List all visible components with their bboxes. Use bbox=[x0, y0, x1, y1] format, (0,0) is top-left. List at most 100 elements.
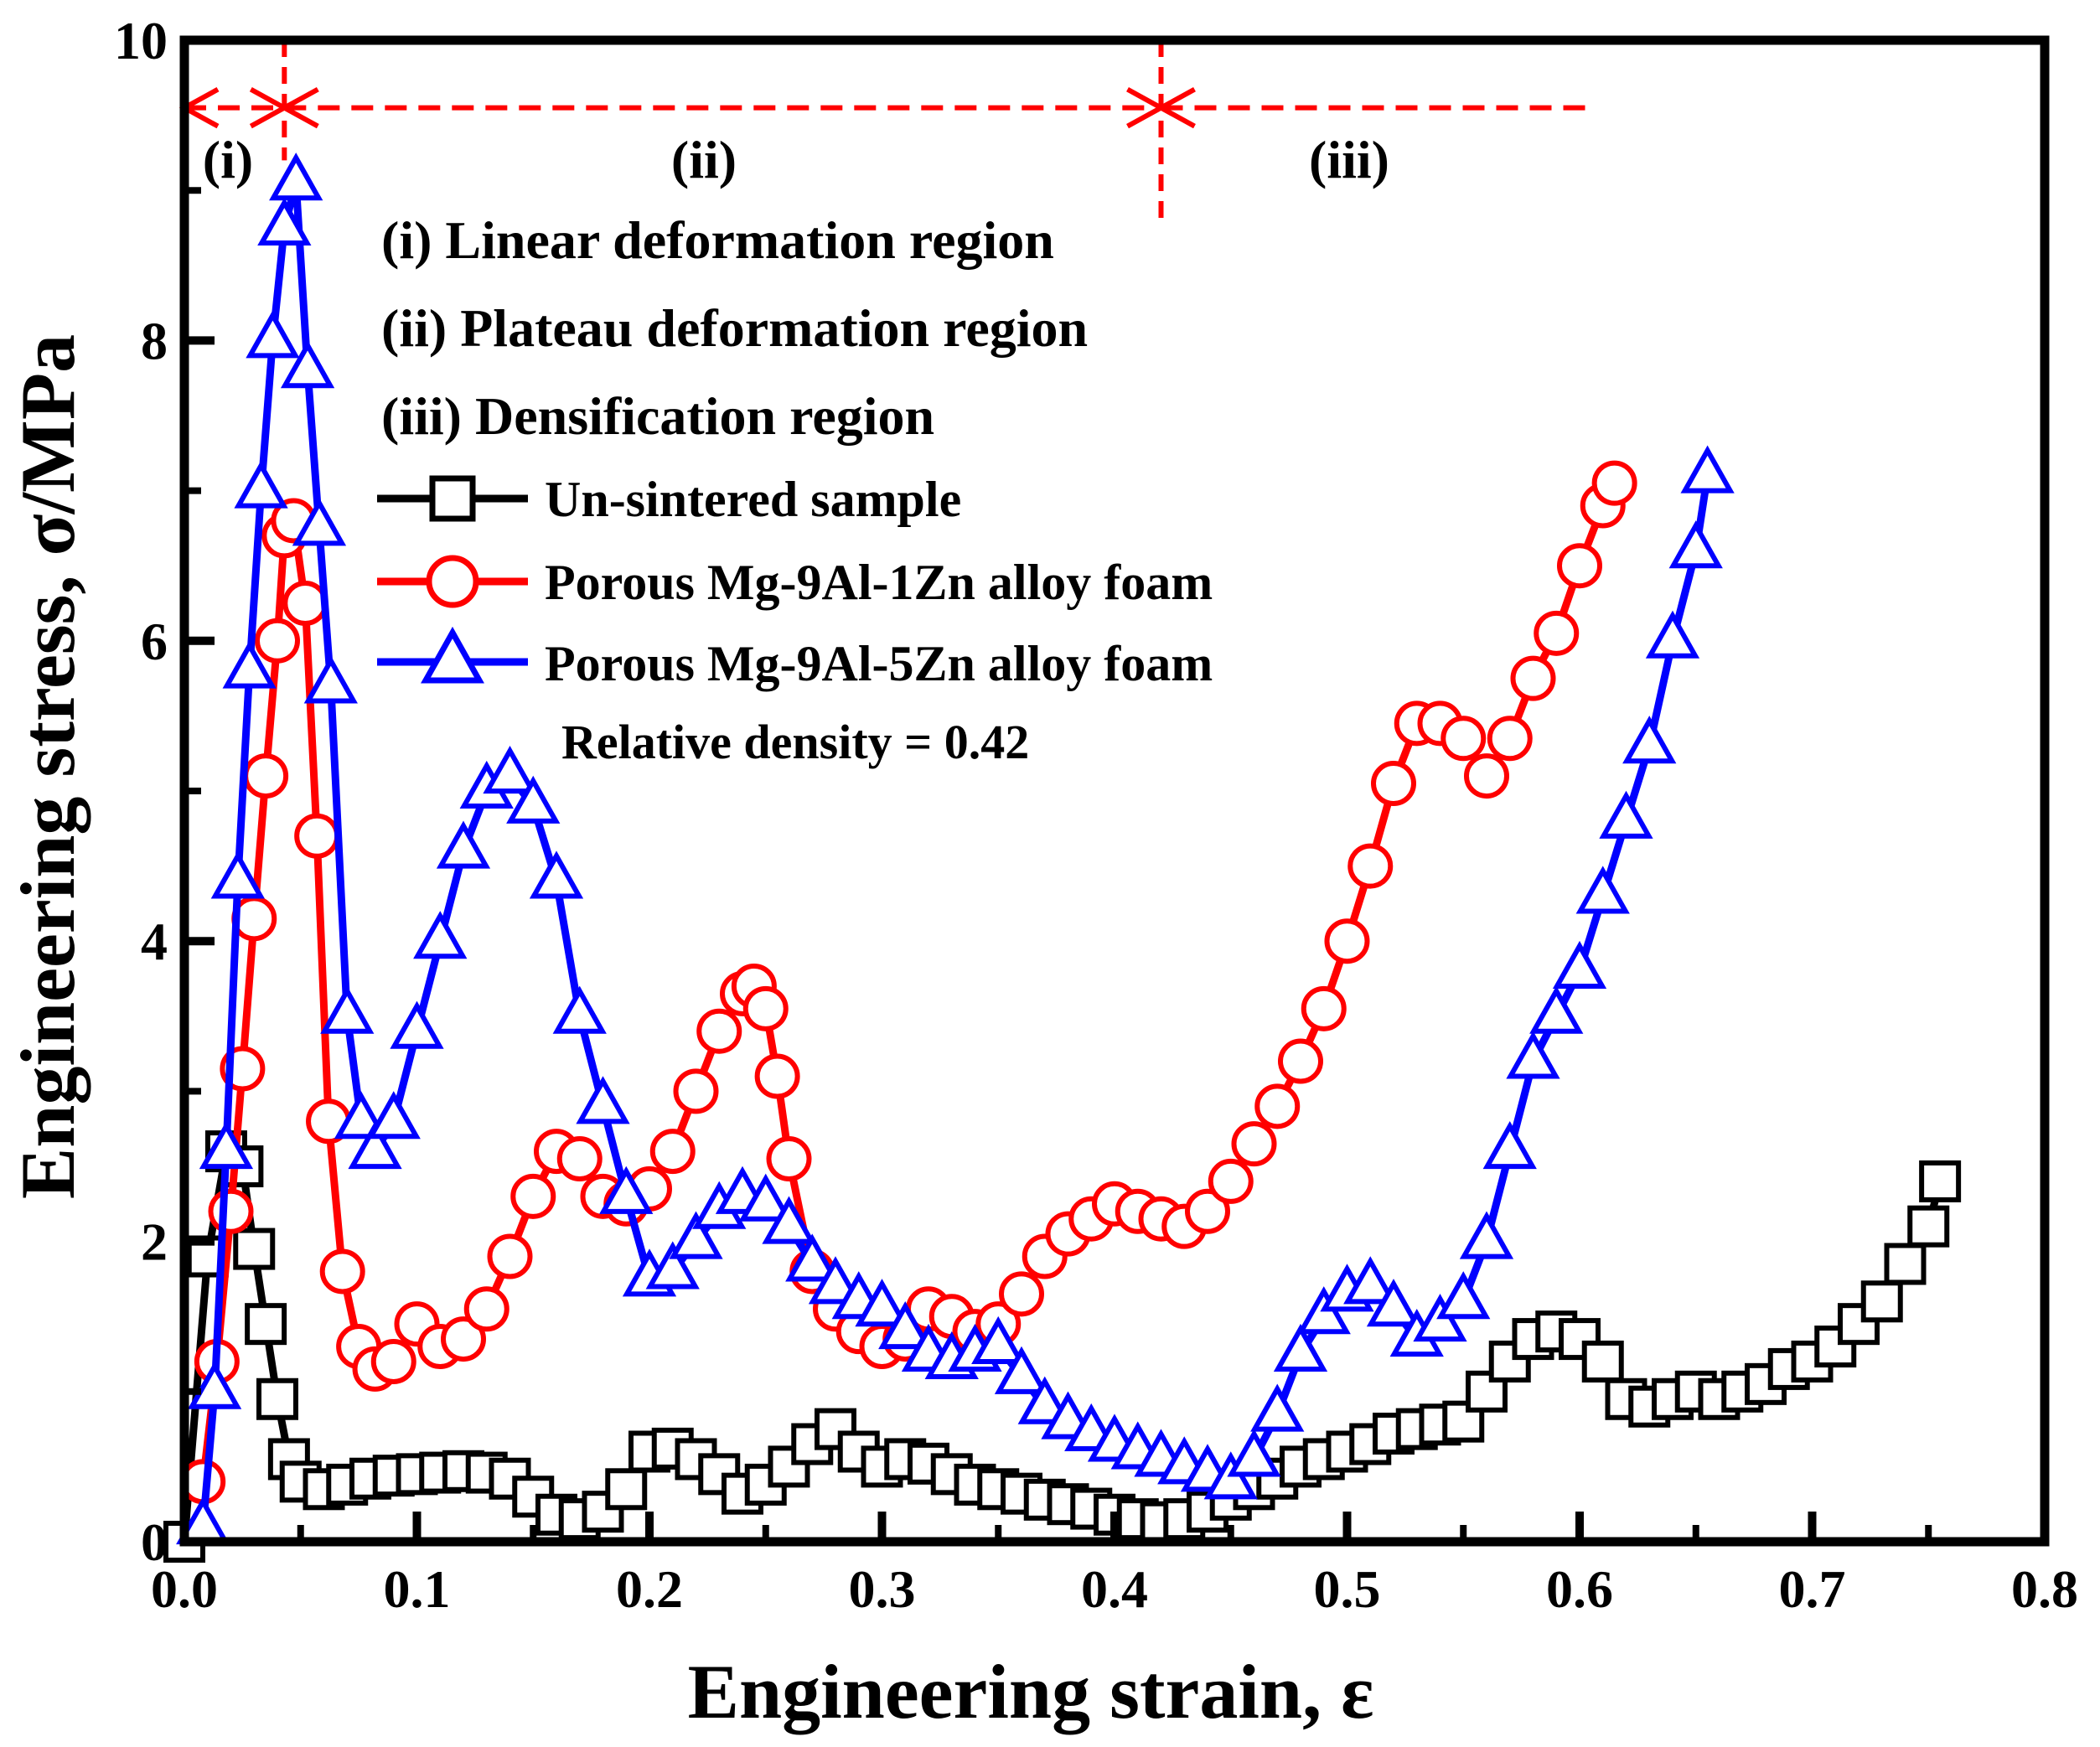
data-point-triangle bbox=[292, 498, 347, 546]
data-point-triangle bbox=[506, 775, 561, 824]
data-point-circle bbox=[255, 618, 300, 664]
data-point-triangle bbox=[269, 152, 323, 201]
data-point-triangle bbox=[1273, 1323, 1328, 1372]
series-circle bbox=[180, 460, 1637, 1505]
data-point-triangle bbox=[199, 1120, 254, 1170]
region-annotations bbox=[178, 40, 1591, 221]
data-point-triangle bbox=[483, 745, 537, 794]
y-tick-label: 2 bbox=[141, 1212, 168, 1272]
x-tick-label: 0.0 bbox=[151, 1559, 218, 1619]
data-point-circle bbox=[487, 1233, 533, 1279]
x-tick-label: 0.6 bbox=[1546, 1559, 1613, 1619]
data-point-circle bbox=[999, 1271, 1044, 1317]
data-point-triangle bbox=[1552, 940, 1607, 990]
x-tick-label: 0.8 bbox=[2011, 1559, 2078, 1619]
data-point-triangle bbox=[1366, 1279, 1421, 1327]
axis-ticks: 0.0 0.1 0.2 0.3 0.4 0.5 0.6 0.7 0.8 0 2 4 6 8 10 bbox=[114, 11, 2078, 1619]
data-point-circle bbox=[1487, 716, 1533, 762]
data-point-square bbox=[1907, 1205, 1950, 1248]
data-point-triangle bbox=[645, 1241, 700, 1290]
data-point-circle bbox=[243, 753, 289, 799]
data-point-triangle bbox=[210, 850, 265, 899]
data-point-square bbox=[256, 1377, 298, 1420]
data-point-triangle bbox=[257, 197, 312, 246]
data-point-circle bbox=[1510, 655, 1556, 701]
data-point-circle bbox=[766, 1136, 812, 1182]
data-point-circle bbox=[1534, 610, 1580, 656]
data-point-square bbox=[605, 1468, 648, 1511]
data-point-triangle bbox=[855, 1279, 909, 1327]
data-point-triangle bbox=[187, 1361, 242, 1409]
data-point-square bbox=[1860, 1280, 1903, 1323]
data-point-circle bbox=[673, 1068, 719, 1114]
data-point-triangle bbox=[413, 911, 468, 959]
data-point-triangle bbox=[1017, 1376, 1072, 1424]
legend-entry-mg-9al-5zn: Porous Mg-9Al-5Zn alloy foam bbox=[377, 626, 1213, 691]
data-point-circle bbox=[510, 1173, 556, 1219]
data-point-triangle bbox=[1227, 1429, 1281, 1477]
x-tick-label: 0.5 bbox=[1314, 1559, 1381, 1619]
data-point-square bbox=[245, 1303, 287, 1346]
data-point-square bbox=[1488, 1340, 1531, 1383]
data-point-triangle bbox=[1575, 866, 1630, 914]
data-point-circle bbox=[1347, 843, 1394, 889]
data-point-circle bbox=[282, 581, 328, 626]
data-point-circle bbox=[1324, 918, 1370, 964]
data-point-circle bbox=[1208, 1158, 1254, 1204]
data-point-triangle bbox=[669, 1211, 723, 1259]
series-triangle bbox=[176, 152, 1735, 1545]
data-point-triangle bbox=[762, 1196, 816, 1244]
data-point-circle bbox=[1185, 1188, 1230, 1234]
data-point-triangle bbox=[1529, 985, 1584, 1034]
y-axis-title: Engineering stress, σ/MPa bbox=[5, 334, 91, 1199]
data-point-square bbox=[768, 1445, 810, 1488]
region-description-i: (i) Linear deformation region bbox=[381, 210, 1054, 270]
legend-entry-mg-9al-1zn: Porous Mg-9Al-1Zn alloy foam bbox=[377, 555, 1213, 610]
data-point-circle bbox=[1278, 1038, 1323, 1084]
data-point-triangle bbox=[1645, 610, 1700, 659]
data-point-circle bbox=[696, 1008, 742, 1054]
data-point-triangle bbox=[599, 1166, 654, 1214]
data-point-triangle bbox=[246, 310, 300, 359]
data-point-circle bbox=[1301, 985, 1347, 1031]
legend-marker-square bbox=[429, 475, 476, 522]
data-point-triangle bbox=[1482, 1120, 1537, 1170]
x-axis-title: Engineering strain, ε bbox=[688, 1649, 1374, 1734]
data-point-square bbox=[1581, 1340, 1624, 1383]
data-point-triangle bbox=[738, 1173, 793, 1222]
data-point-triangle bbox=[552, 985, 607, 1034]
data-point-circle bbox=[742, 985, 789, 1031]
relative-density-note: Relative density = 0.42 bbox=[561, 715, 1029, 769]
region-label-i: (i) bbox=[203, 130, 253, 189]
region-label-iii: (iii) bbox=[1309, 130, 1389, 189]
data-point-circle bbox=[1441, 716, 1487, 762]
legend: Un-sintered sample Porous Mg-9Al-1Zn all… bbox=[377, 472, 1213, 769]
legend-marker-triangle bbox=[421, 626, 484, 684]
data-point-triangle bbox=[234, 460, 288, 509]
data-point-square bbox=[1884, 1243, 1927, 1285]
data-point-triangle bbox=[1599, 790, 1653, 839]
y-tick-label: 6 bbox=[141, 612, 168, 671]
data-point-triangle bbox=[436, 820, 491, 869]
x-tick-label: 0.2 bbox=[616, 1559, 683, 1619]
data-point-square bbox=[233, 1228, 276, 1270]
data-point-square bbox=[1919, 1160, 1962, 1202]
data-point-triangle bbox=[390, 1000, 444, 1049]
data-point-triangle bbox=[529, 850, 584, 899]
x-tick-label: 0.7 bbox=[1779, 1559, 1846, 1619]
data-point-triangle bbox=[994, 1346, 1049, 1394]
data-point-circle bbox=[1371, 761, 1416, 807]
data-point-triangle bbox=[1250, 1383, 1305, 1432]
legend-label-mg-9al-5zn: Porous Mg-9Al-5Zn alloy foam bbox=[545, 636, 1213, 691]
data-point-square bbox=[582, 1491, 624, 1533]
data-point-square bbox=[1838, 1303, 1880, 1346]
data-point-triangle bbox=[1436, 1271, 1491, 1320]
region-label-ii: (ii) bbox=[671, 130, 737, 189]
data-point-circle bbox=[208, 1188, 254, 1234]
data-point-triangle bbox=[280, 340, 335, 389]
data-point-triangle bbox=[303, 655, 358, 704]
data-point-triangle bbox=[1459, 1211, 1514, 1259]
data-point-circle bbox=[1464, 753, 1509, 799]
data-point-square bbox=[1466, 1370, 1508, 1413]
